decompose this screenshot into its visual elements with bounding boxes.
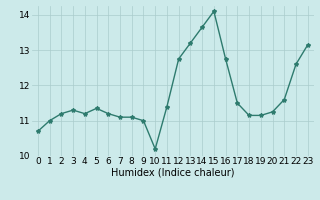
X-axis label: Humidex (Indice chaleur): Humidex (Indice chaleur) (111, 168, 235, 178)
